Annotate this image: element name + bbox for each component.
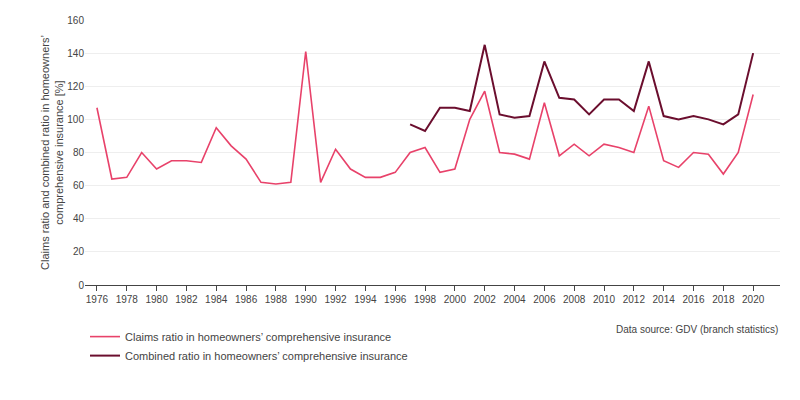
svg-text:2018: 2018 bbox=[712, 294, 735, 305]
svg-text:1980: 1980 bbox=[145, 294, 168, 305]
svg-text:2004: 2004 bbox=[503, 294, 526, 305]
svg-text:2002: 2002 bbox=[474, 294, 497, 305]
svg-text:40: 40 bbox=[73, 213, 85, 224]
svg-text:2020: 2020 bbox=[742, 294, 765, 305]
svg-text:2006: 2006 bbox=[533, 294, 556, 305]
svg-text:Data source: GDV (branch stati: Data source: GDV (branch statistics) bbox=[616, 324, 778, 335]
svg-text:1990: 1990 bbox=[295, 294, 318, 305]
svg-text:1976: 1976 bbox=[86, 294, 109, 305]
svg-text:1988: 1988 bbox=[265, 294, 288, 305]
svg-text:1998: 1998 bbox=[414, 294, 437, 305]
svg-text:60: 60 bbox=[73, 180, 85, 191]
svg-text:2014: 2014 bbox=[653, 294, 676, 305]
svg-text:Combined ratio in homeowners’: Combined ratio in homeowners’ comprehens… bbox=[125, 350, 408, 362]
svg-text:100: 100 bbox=[67, 114, 84, 125]
svg-text:2016: 2016 bbox=[682, 294, 705, 305]
svg-text:1978: 1978 bbox=[116, 294, 139, 305]
svg-text:160: 160 bbox=[67, 15, 84, 26]
svg-text:1984: 1984 bbox=[205, 294, 228, 305]
svg-text:1982: 1982 bbox=[175, 294, 198, 305]
svg-text:1994: 1994 bbox=[354, 294, 377, 305]
svg-text:Claims ratio and combined rati: Claims ratio and combined ratio in homeo… bbox=[39, 35, 65, 270]
svg-text:1992: 1992 bbox=[324, 294, 347, 305]
svg-text:20: 20 bbox=[73, 246, 85, 257]
svg-text:120: 120 bbox=[67, 81, 84, 92]
svg-text:2008: 2008 bbox=[563, 294, 586, 305]
svg-text:Claims ratio in homeowners’ co: Claims ratio in homeowners’ comprehensiv… bbox=[125, 331, 391, 343]
svg-text:80: 80 bbox=[73, 147, 85, 158]
svg-text:1986: 1986 bbox=[235, 294, 258, 305]
svg-text:0: 0 bbox=[78, 280, 84, 291]
svg-text:140: 140 bbox=[67, 48, 84, 59]
svg-text:1996: 1996 bbox=[384, 294, 407, 305]
svg-text:2012: 2012 bbox=[623, 294, 646, 305]
svg-text:2010: 2010 bbox=[593, 294, 616, 305]
svg-text:2000: 2000 bbox=[444, 294, 467, 305]
